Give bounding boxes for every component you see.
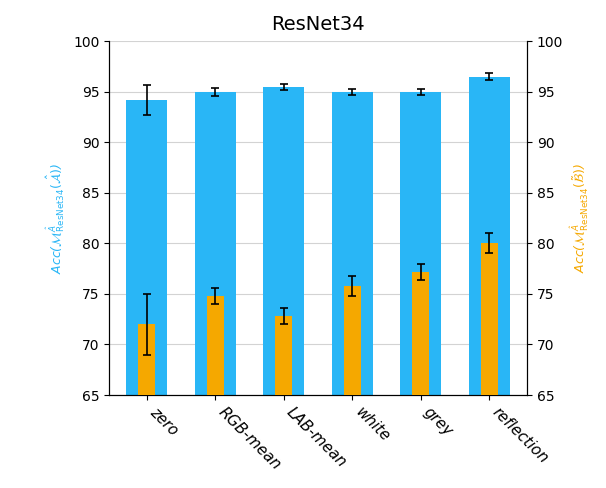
Bar: [469, 77, 510, 488]
Bar: [195, 92, 236, 488]
Bar: [481, 244, 498, 488]
Y-axis label: Acc($\mathcal{M}^{\hat{A}}_{\mathrm{ResNet34}}(\tilde{\mathcal{B}})$): Acc($\mathcal{M}^{\hat{A}}_{\mathrm{ResN…: [568, 163, 591, 273]
Bar: [400, 92, 441, 488]
Bar: [207, 296, 224, 488]
Bar: [331, 92, 373, 488]
Y-axis label: Acc($\mathcal{M}^{\hat{A}}_{\mathrm{ResNet34}}(\hat{\mathcal{A}})$): Acc($\mathcal{M}^{\hat{A}}_{\mathrm{ResN…: [45, 163, 67, 274]
Bar: [138, 324, 155, 488]
Bar: [126, 100, 167, 488]
Bar: [263, 86, 304, 488]
Bar: [412, 272, 430, 488]
Bar: [344, 286, 361, 488]
Title: ResNet34: ResNet34: [271, 15, 365, 34]
Bar: [275, 316, 292, 488]
